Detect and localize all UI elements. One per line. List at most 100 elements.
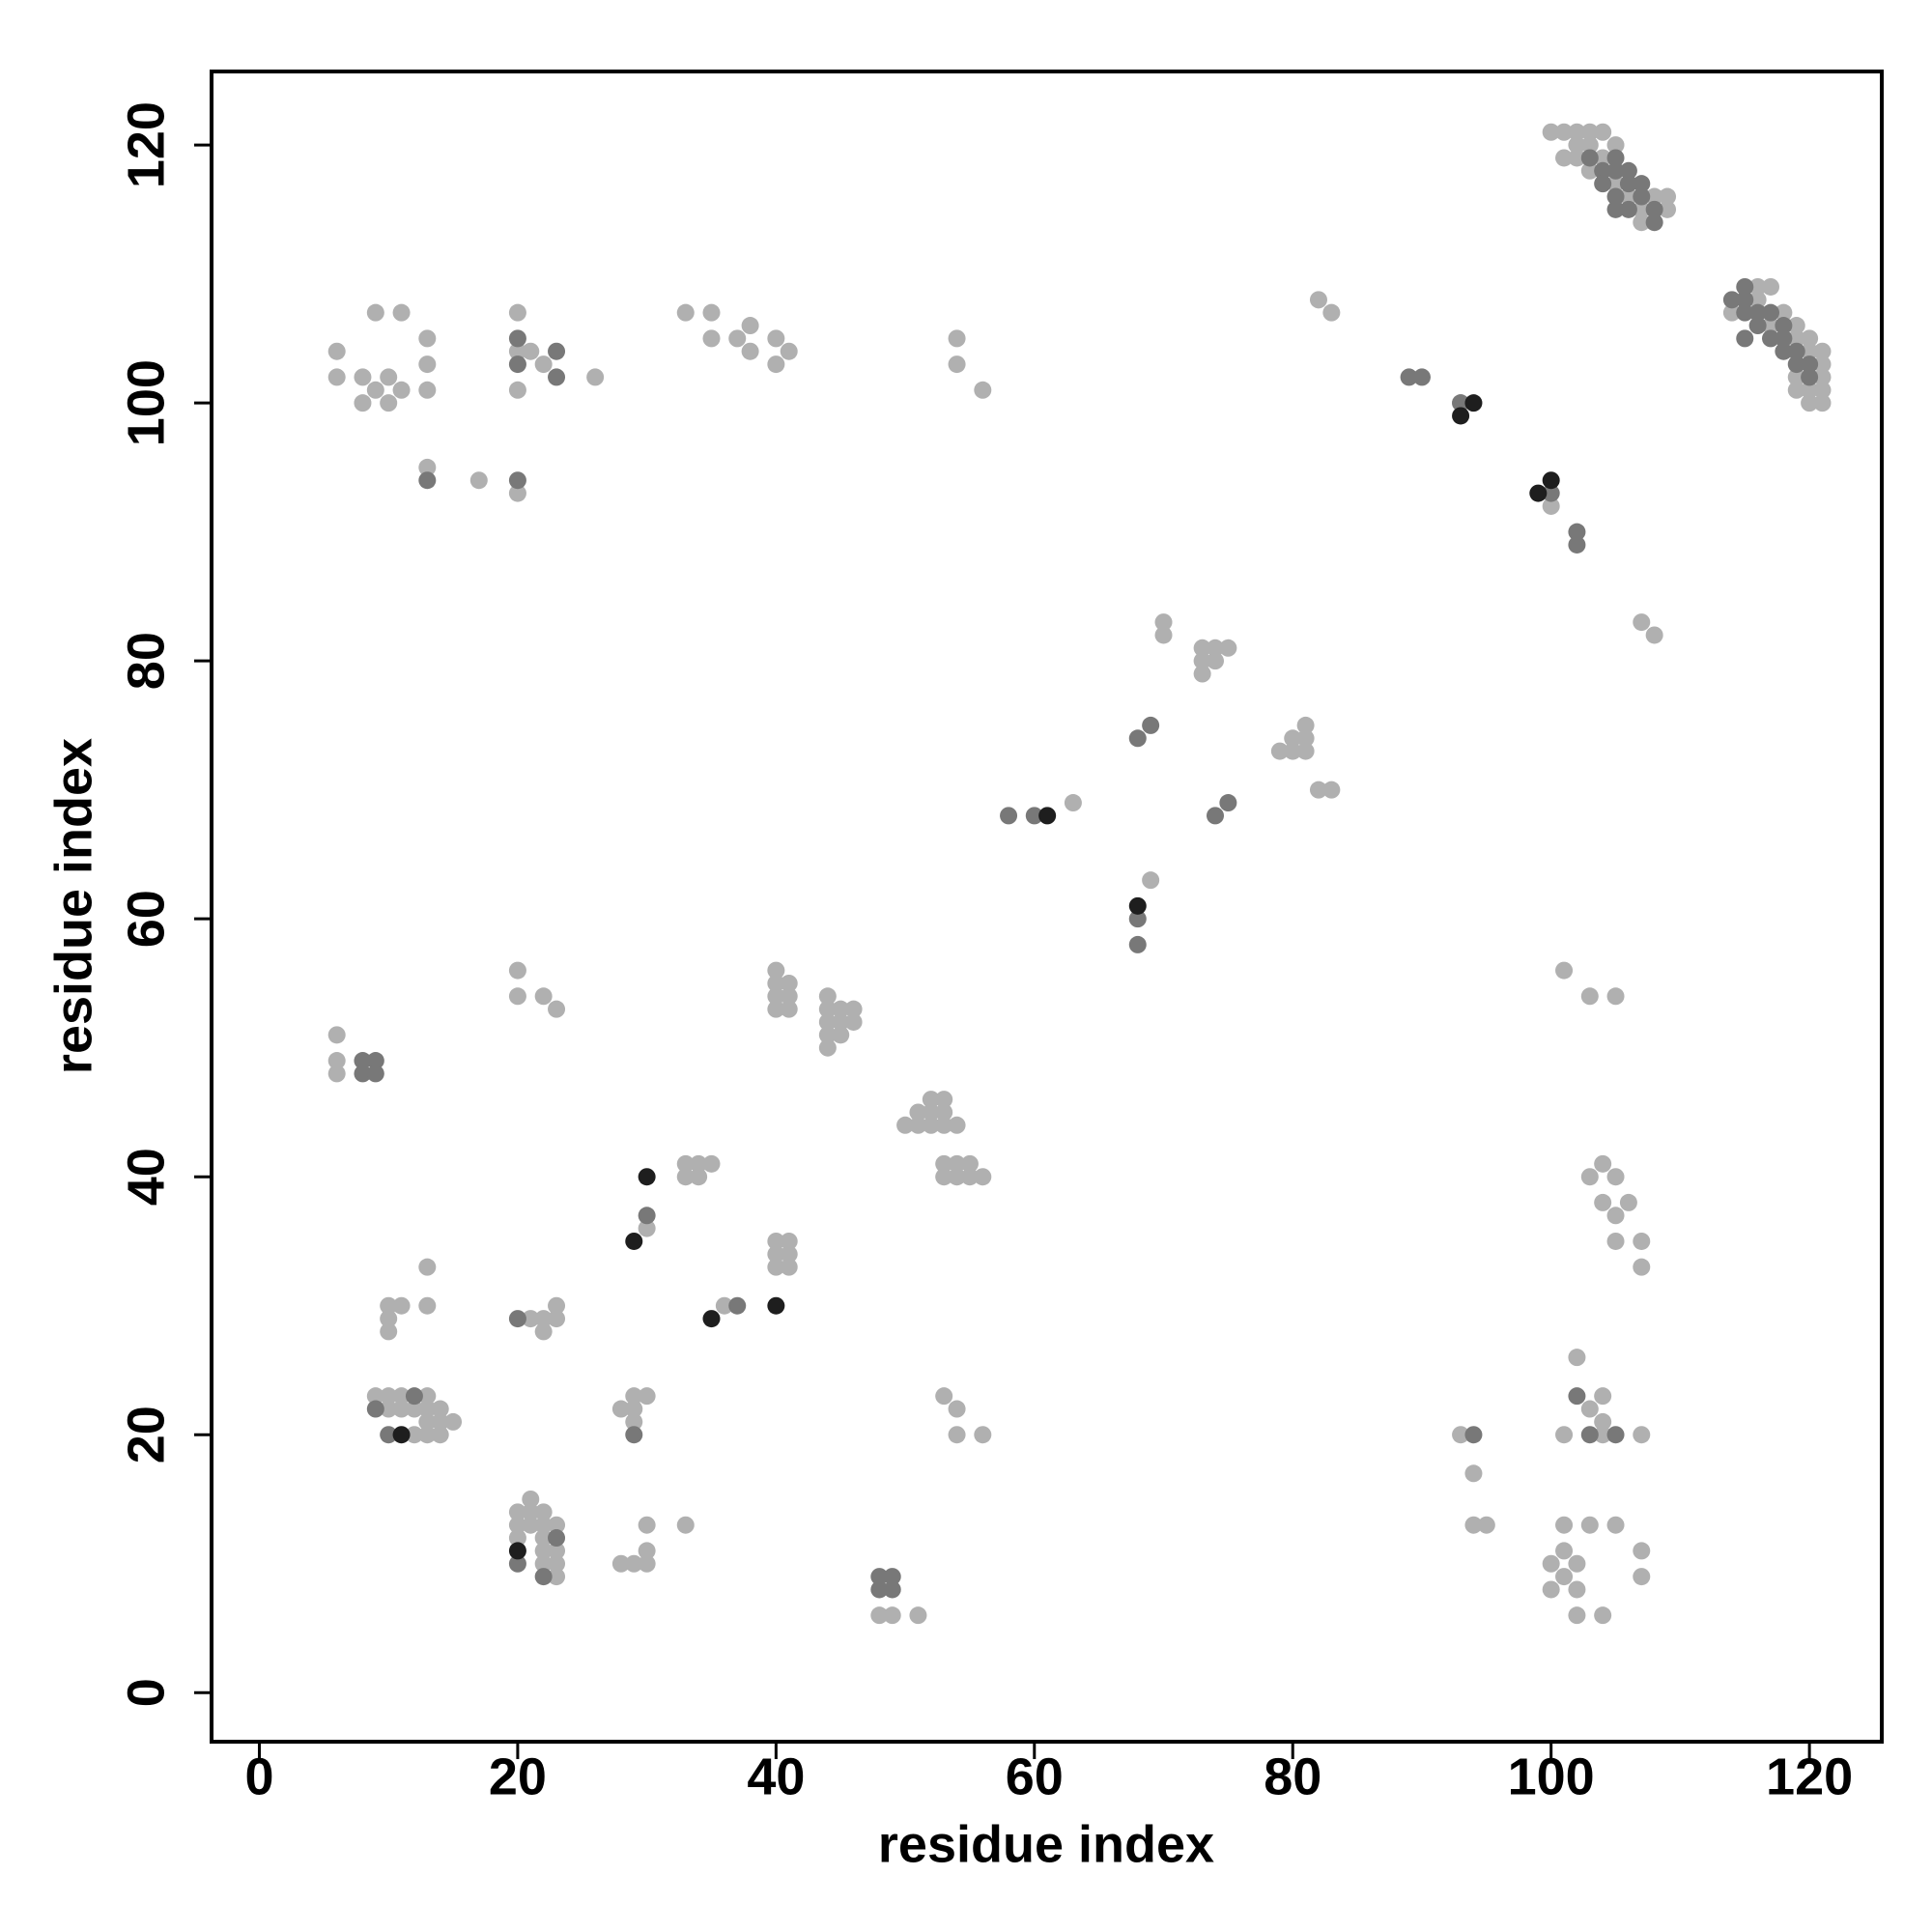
point — [534, 1554, 553, 1573]
x-tick-label: 40 — [747, 1747, 805, 1805]
point — [1193, 665, 1211, 683]
plot-frame — [210, 70, 1884, 1744]
point — [909, 1116, 927, 1134]
point — [728, 329, 747, 348]
point — [418, 1258, 437, 1276]
x-axis-title: residue index — [878, 1815, 1214, 1873]
point — [1748, 317, 1767, 335]
point — [935, 1091, 953, 1109]
point — [1736, 303, 1754, 322]
point — [354, 368, 372, 386]
point — [935, 1387, 953, 1406]
point — [431, 1426, 449, 1444]
y-tick-label: 100 — [117, 359, 175, 446]
point — [1568, 1554, 1586, 1573]
point — [405, 1400, 423, 1418]
point — [625, 1387, 643, 1406]
point — [1464, 1464, 1483, 1483]
point — [1296, 742, 1315, 760]
point — [1142, 871, 1160, 890]
point — [548, 342, 566, 360]
point — [1000, 807, 1018, 825]
point — [883, 1580, 901, 1599]
point — [1322, 781, 1341, 799]
point — [548, 1296, 566, 1315]
point — [818, 1012, 837, 1031]
point — [1736, 291, 1754, 309]
point — [832, 1026, 850, 1044]
point — [534, 1322, 553, 1341]
point — [702, 1310, 721, 1328]
point — [1452, 407, 1470, 425]
point — [534, 987, 553, 1006]
point — [676, 1168, 695, 1186]
point — [508, 329, 526, 348]
point — [1633, 187, 1651, 206]
point — [534, 1542, 553, 1560]
point — [1568, 1349, 1586, 1367]
y-tick-label: 0 — [117, 1678, 175, 1707]
point — [638, 1516, 656, 1534]
point — [1606, 1207, 1625, 1225]
point — [1296, 716, 1315, 734]
point — [767, 1258, 785, 1276]
point — [818, 1000, 837, 1018]
point — [1619, 187, 1637, 206]
point — [418, 458, 437, 476]
point — [548, 1568, 566, 1586]
point — [522, 342, 540, 360]
point — [327, 342, 346, 360]
point — [1775, 329, 1793, 348]
point — [380, 1322, 398, 1341]
point — [1580, 1168, 1599, 1186]
point — [1813, 381, 1832, 399]
point — [1645, 200, 1663, 218]
point — [922, 1103, 940, 1122]
point — [1645, 626, 1663, 644]
point — [1555, 1516, 1574, 1534]
point — [638, 1207, 656, 1225]
point — [548, 1554, 566, 1573]
point — [1594, 1154, 1612, 1173]
point — [534, 355, 553, 374]
point — [1580, 149, 1599, 167]
x-tick-label: 20 — [489, 1747, 547, 1805]
x-tick-label: 80 — [1264, 1747, 1321, 1805]
point — [935, 1116, 953, 1134]
point — [586, 368, 605, 386]
point — [780, 1245, 798, 1264]
point — [1284, 729, 1302, 748]
point — [844, 1000, 863, 1018]
point — [380, 1296, 398, 1315]
point — [909, 1606, 927, 1625]
point — [1568, 1580, 1586, 1599]
x-tick-label: 100 — [1508, 1747, 1595, 1805]
point — [1555, 123, 1574, 141]
point — [625, 1426, 643, 1444]
point — [1787, 329, 1805, 348]
point — [392, 1387, 411, 1406]
point — [1813, 394, 1832, 412]
point — [1633, 1426, 1651, 1444]
point — [1284, 742, 1302, 760]
point — [638, 1542, 656, 1560]
point — [1270, 742, 1289, 760]
point — [1619, 1193, 1637, 1211]
point — [767, 1000, 785, 1018]
point — [508, 342, 526, 360]
point — [1128, 729, 1147, 748]
point — [676, 1154, 695, 1173]
point — [534, 1529, 553, 1548]
point — [1606, 200, 1625, 218]
point — [548, 1542, 566, 1560]
point — [1787, 342, 1805, 360]
point — [366, 303, 384, 322]
y-tick-label: 20 — [117, 1406, 175, 1463]
point — [1154, 626, 1173, 644]
point — [974, 1426, 992, 1444]
point — [1296, 729, 1315, 748]
point — [1542, 471, 1560, 490]
point — [974, 381, 992, 399]
point — [1659, 200, 1677, 218]
